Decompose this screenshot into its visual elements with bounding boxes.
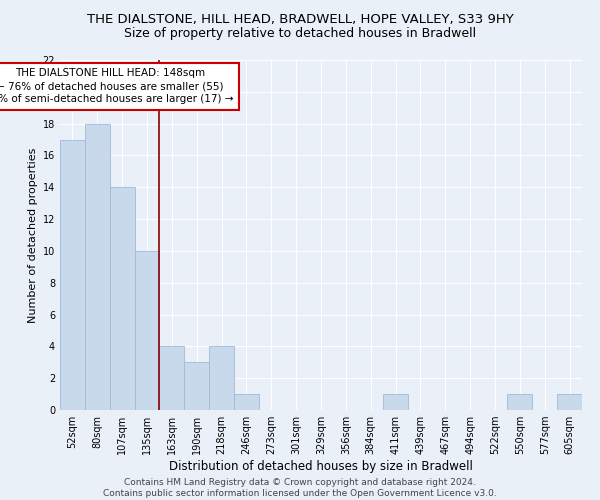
Text: THE DIALSTONE, HILL HEAD, BRADWELL, HOPE VALLEY, S33 9HY: THE DIALSTONE, HILL HEAD, BRADWELL, HOPE… bbox=[86, 12, 514, 26]
Bar bbox=[110, 188, 134, 410]
Bar bbox=[508, 394, 532, 410]
Text: THE DIALSTONE HILL HEAD: 148sqm
← 76% of detached houses are smaller (55)
24% of: THE DIALSTONE HILL HEAD: 148sqm ← 76% of… bbox=[0, 68, 234, 104]
Text: Size of property relative to detached houses in Bradwell: Size of property relative to detached ho… bbox=[124, 28, 476, 40]
X-axis label: Distribution of detached houses by size in Bradwell: Distribution of detached houses by size … bbox=[169, 460, 473, 473]
Bar bbox=[85, 124, 110, 410]
Bar bbox=[383, 394, 408, 410]
Bar bbox=[184, 362, 209, 410]
Bar bbox=[60, 140, 85, 410]
Bar bbox=[234, 394, 259, 410]
Bar bbox=[160, 346, 184, 410]
Bar bbox=[209, 346, 234, 410]
Bar bbox=[134, 251, 160, 410]
Text: Contains HM Land Registry data © Crown copyright and database right 2024.
Contai: Contains HM Land Registry data © Crown c… bbox=[103, 478, 497, 498]
Y-axis label: Number of detached properties: Number of detached properties bbox=[28, 148, 38, 322]
Bar bbox=[557, 394, 582, 410]
